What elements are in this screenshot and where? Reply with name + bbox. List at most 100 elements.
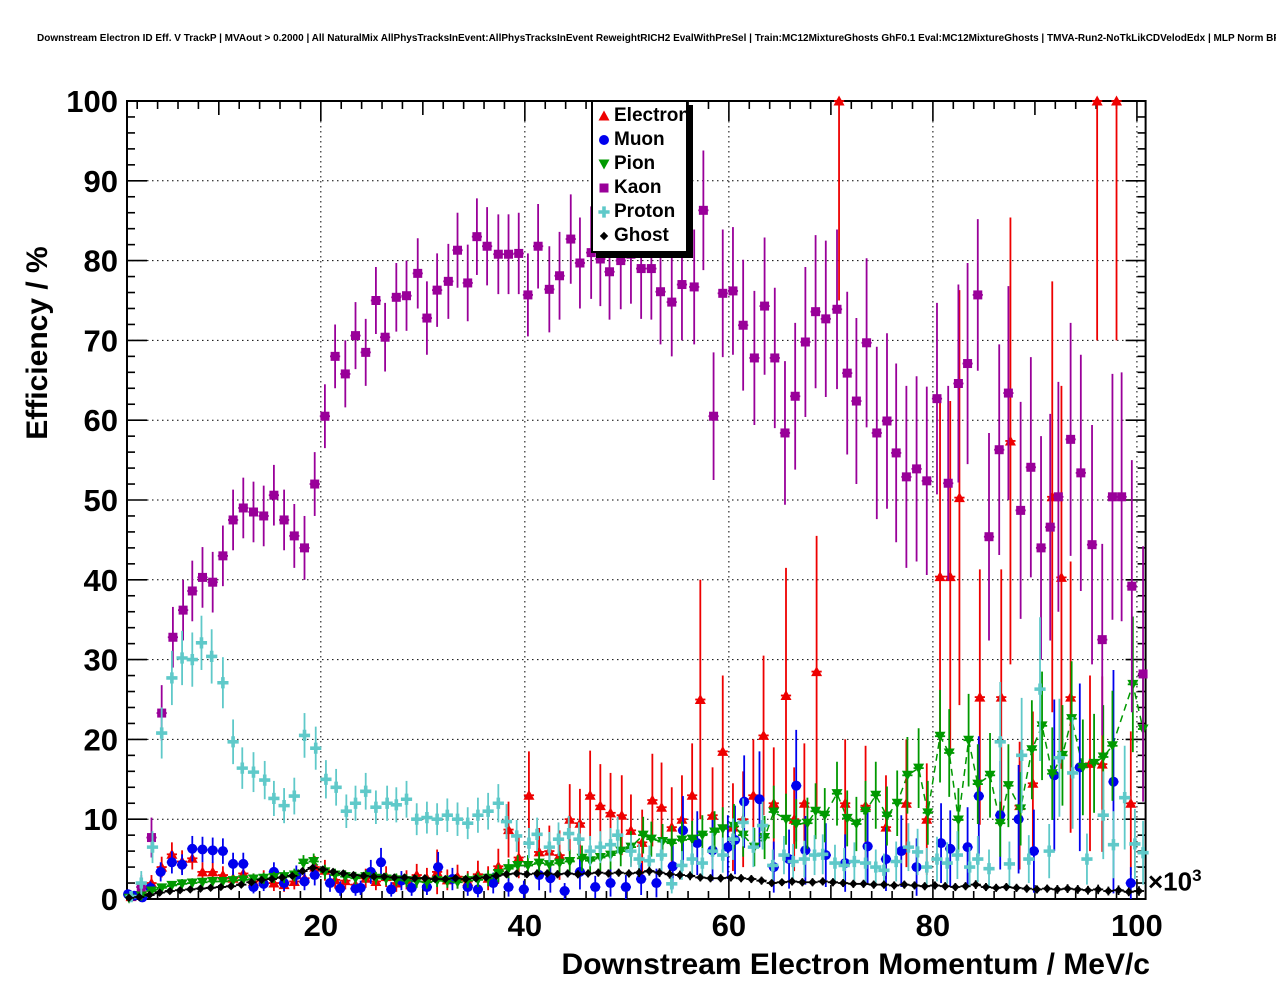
data-point-triangle-up bbox=[574, 817, 586, 828]
data-point-diamond bbox=[583, 869, 593, 878]
data-point-plus bbox=[531, 828, 543, 840]
data-point-triangle-down bbox=[891, 798, 903, 809]
data-point-triangle-down bbox=[657, 837, 669, 848]
y-tick-label: 0 bbox=[101, 882, 118, 917]
data-point-triangle-up bbox=[900, 797, 912, 808]
data-point-plus bbox=[964, 861, 976, 873]
data-point-diamond bbox=[920, 882, 929, 891]
data-point-square bbox=[790, 391, 800, 401]
data-point-diamond bbox=[1093, 885, 1103, 894]
data-point-circle bbox=[433, 862, 444, 873]
data-point-triangle-down bbox=[841, 813, 853, 824]
data-point-plus bbox=[1067, 767, 1079, 779]
data-point-triangle-up bbox=[584, 789, 596, 800]
data-point-diamond bbox=[1022, 884, 1031, 893]
data-point-triangle-down bbox=[207, 876, 219, 887]
data-point-plus bbox=[612, 829, 624, 841]
data-point-square bbox=[197, 572, 207, 582]
data-point-square bbox=[1127, 581, 1137, 591]
data-point-triangle-up bbox=[1027, 777, 1039, 788]
data-point-triangle-down bbox=[176, 879, 188, 890]
data-point-diamond bbox=[390, 873, 399, 882]
x-power-base: ×10 bbox=[1148, 866, 1193, 897]
data-point-plus bbox=[1081, 853, 1093, 865]
data-point-plus bbox=[912, 846, 924, 858]
data-point-plus bbox=[838, 859, 850, 872]
data-point-circle bbox=[177, 859, 188, 870]
data-point-triangle-down bbox=[870, 790, 882, 801]
data-point-plus bbox=[135, 877, 147, 889]
data-point-diamond bbox=[400, 873, 409, 882]
data-point-plus bbox=[625, 845, 637, 857]
data-point-plus bbox=[972, 853, 984, 865]
data-point-triangle-up bbox=[594, 800, 606, 811]
data-point-square bbox=[718, 288, 728, 298]
data-point-triangle-up bbox=[758, 729, 770, 740]
data-point-diamond bbox=[1114, 886, 1123, 895]
data-point-plus bbox=[176, 652, 188, 664]
data-point-triangle-down bbox=[850, 819, 862, 830]
data-point-square bbox=[821, 314, 831, 324]
legend-item-ghost: Ghost bbox=[596, 224, 686, 248]
data-point-circle bbox=[197, 844, 208, 855]
data-point-triangle-up bbox=[616, 809, 628, 820]
data-point-square bbox=[1138, 669, 1148, 679]
data-point-triangle-down bbox=[1046, 769, 1058, 780]
data-point-plus bbox=[1003, 858, 1016, 870]
data-point-plus bbox=[859, 857, 872, 869]
data-point-triangle-down bbox=[217, 876, 229, 887]
data-point-circle bbox=[1108, 776, 1119, 787]
legend-label: Muon bbox=[614, 129, 665, 150]
data-point-plus bbox=[1016, 749, 1028, 761]
data-point-square bbox=[380, 332, 390, 342]
data-point-diamond bbox=[675, 870, 685, 880]
data-point-diamond bbox=[1063, 884, 1072, 893]
data-point-diamond bbox=[685, 871, 695, 881]
data-point-square bbox=[1076, 468, 1086, 478]
data-point-square bbox=[842, 368, 852, 378]
data-point-diamond bbox=[767, 878, 776, 888]
data-point-diamond bbox=[430, 874, 440, 884]
data-point-circle bbox=[187, 843, 198, 854]
data-point-triangle-down bbox=[984, 770, 996, 781]
data-point-diamond bbox=[991, 883, 1001, 893]
data-point-diamond bbox=[441, 874, 450, 884]
data-point-diamond bbox=[420, 874, 430, 883]
data-point-square bbox=[728, 286, 738, 296]
data-point-square bbox=[922, 476, 932, 486]
data-point-plus bbox=[310, 742, 322, 754]
data-point-square bbox=[677, 280, 687, 290]
data-point-triangle-down bbox=[922, 808, 934, 819]
data-point-triangle-down bbox=[709, 827, 721, 838]
data-point-plus bbox=[902, 841, 915, 853]
data-point-square bbox=[279, 515, 289, 525]
data-point-square bbox=[984, 532, 994, 542]
data-point-square bbox=[310, 479, 320, 489]
data-point-square bbox=[667, 297, 677, 307]
x-axis-title: Downstream Electron Momentum / MeV/c bbox=[561, 948, 1150, 981]
y-tick-label: 40 bbox=[84, 563, 118, 598]
data-point-triangle-down bbox=[247, 874, 259, 885]
data-point-plus bbox=[411, 813, 423, 825]
data-point-triangle-down bbox=[196, 877, 208, 888]
data-point-diamond bbox=[599, 231, 609, 241]
data-point-diamond bbox=[553, 870, 562, 879]
data-point-plus bbox=[259, 774, 271, 786]
data-point-circle bbox=[406, 882, 417, 893]
data-point-diamond bbox=[451, 874, 460, 883]
data-point-plus bbox=[1034, 683, 1046, 695]
data-point-square bbox=[656, 287, 666, 297]
data-point-diamond bbox=[655, 868, 664, 877]
data-point-plus bbox=[931, 853, 943, 865]
data-point-plus bbox=[756, 819, 769, 832]
data-point-square bbox=[636, 264, 646, 274]
y-tick-label: 80 bbox=[84, 244, 118, 279]
data-point-square bbox=[187, 586, 197, 596]
data-point-square bbox=[413, 268, 423, 278]
data-point-triangle-down bbox=[156, 883, 168, 894]
data-point-square bbox=[533, 241, 543, 251]
data-point-circle bbox=[238, 858, 249, 869]
data-point-plus bbox=[598, 206, 610, 218]
legend-item-pion: Pion bbox=[596, 152, 686, 176]
